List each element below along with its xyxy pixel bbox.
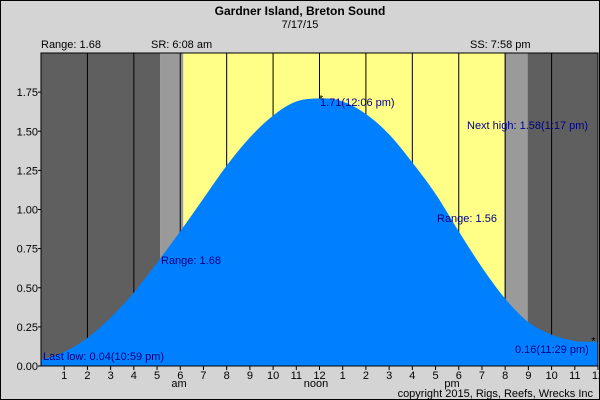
x-tick-label: 12 (313, 370, 325, 382)
x-tick-label: 4 (409, 370, 415, 382)
x-tick-label: 7 (479, 370, 485, 382)
range-label-1: Range: 1.68 (161, 255, 221, 267)
am-label: am (171, 378, 186, 390)
range-header: Range: 1.68 (41, 39, 101, 51)
x-tick-label: 2 (363, 370, 369, 382)
y-tick-label: 1.50 (17, 126, 38, 138)
x-tick-label: 5 (154, 370, 160, 382)
sunrise-label: SR: 6:08 am (151, 39, 212, 51)
x-tick-label: 5 (432, 370, 438, 382)
x-tick-label: 11 (569, 370, 580, 382)
noon-label: noon (304, 378, 328, 390)
x-tick-label: 1 (340, 370, 346, 382)
y-tick-label: 0.75 (17, 244, 38, 256)
x-tick-label: 1 (61, 370, 67, 382)
twilight-band-pm (504, 53, 528, 366)
pm-label: pm (444, 378, 459, 390)
x-tick-label: 8 (224, 370, 230, 382)
x-tick-label: 4 (131, 370, 137, 382)
x-tick-label: 11 (291, 370, 302, 382)
low-tide-marker: * (591, 336, 596, 348)
y-tick-label: 1.25 (17, 165, 38, 177)
tide-area (41, 98, 598, 366)
x-tick-label: 3 (108, 370, 114, 382)
chart-title: Gardner Island, Breton Sound (215, 4, 386, 18)
copyright-text: copyright 2015, Rigs, Reefs, Wrecks Inc (398, 388, 594, 399)
x-tick-label: 6 (456, 370, 462, 382)
next-high-label: Next high: 1.58(1:17 pm) (467, 120, 588, 132)
x-tick-label: 10 (267, 370, 279, 382)
end-low-label: 0.16(11:29 pm) (515, 344, 589, 356)
y-tick-label: 0.25 (17, 322, 38, 334)
last-low-label: Last low: 0.04(10:59 pm) (43, 351, 164, 363)
x-axis-ticks: 123456789101112123456789101112 (61, 366, 599, 382)
x-tick-label: 10 (545, 370, 557, 382)
range-label-2: Range: 1.56 (437, 213, 497, 225)
x-tick-label: 6 (177, 370, 183, 382)
chart-date: 7/17/15 (282, 19, 319, 31)
x-tick-label: 8 (502, 370, 508, 382)
y-axis-ticks: 0.00 0.25 0.50 0.75 1.00 1.25 1.50 1.75 (17, 87, 41, 373)
high-tide-marker: * (319, 93, 324, 105)
x-tick-label: 3 (386, 370, 392, 382)
y-tick-label: 0.50 (17, 283, 38, 295)
high-tide-label: 1.71(12:06 pm) (320, 97, 395, 109)
sunset-label: SS: 7:58 pm (470, 39, 531, 51)
x-tick-label: 2 (84, 370, 90, 382)
y-tick-label: 1.75 (17, 87, 38, 99)
y-tick-label: 0.00 (17, 361, 38, 373)
x-tick-label: 9 (247, 370, 253, 382)
x-tick-label: 12 (592, 370, 599, 382)
y-tick-label: 1.00 (17, 205, 38, 217)
night-band-pm (527, 53, 598, 366)
x-tick-label: 9 (525, 370, 531, 382)
x-tick-label: 7 (200, 370, 206, 382)
